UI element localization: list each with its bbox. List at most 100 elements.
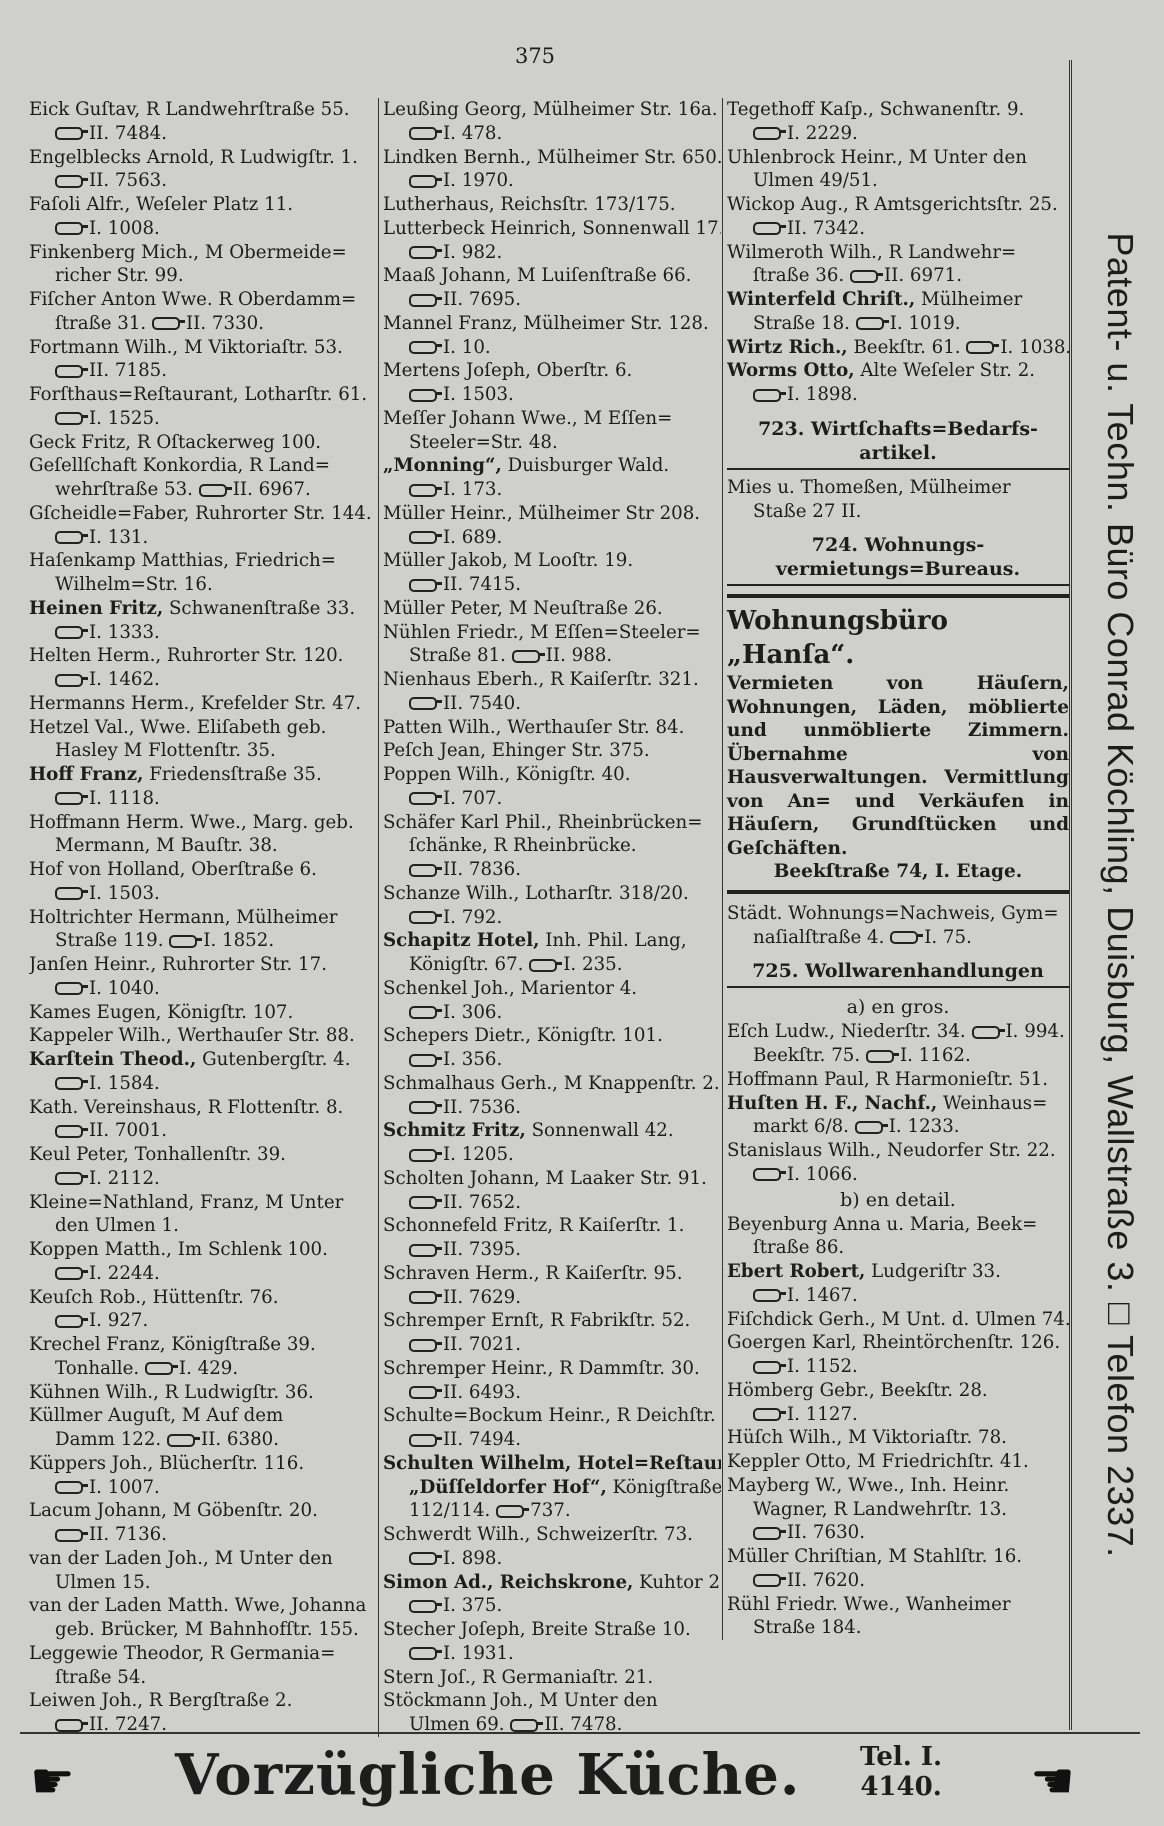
entry-text: Schwanenſtraße 33. (163, 597, 356, 619)
telephone-icon (409, 578, 442, 592)
phone-number: II. 7247. (89, 1714, 167, 1735)
telephone-icon (409, 531, 442, 544)
directory-line: „Monning“, Duisburger Wald. (383, 454, 721, 478)
telephone-icon (753, 222, 786, 236)
telephone-icon (55, 792, 88, 806)
directory-line: Geck Fritz, R Oſtackerweg 100. (29, 431, 371, 455)
entry-text: Janſen Heinr., Ruhrorter Str. 17. (29, 954, 327, 975)
directory-line: Küppers Joh., Blücherſtr. 116. (29, 1452, 371, 1476)
entry-text: Beekſtr. 75. (753, 1045, 861, 1066)
telephone-icon (55, 1718, 88, 1732)
entry-text: Scholten Johann, M Laaker Str. 91. (383, 1167, 707, 1189)
entry-text: Gſcheidle=Faber, Ruhrorter Str. 144. (29, 502, 371, 524)
entry-text: Stecher Joſeph, Breite Straße 10. (383, 1619, 691, 1640)
entry-text: Krechel Franz, Königſtraße 39. (29, 1334, 316, 1355)
directory-line: Nühlen Friedr., M Eſſen=Steeler= (383, 621, 721, 645)
telephone-icon (409, 1243, 442, 1257)
entry-text: naſialſtraße 4. (753, 926, 885, 948)
entry-text: Schenkel Joh., Marientor 4. (383, 977, 638, 999)
entry-name-bold: Worms Otto, (727, 360, 855, 382)
phone-number: II. 7021. (443, 1334, 521, 1355)
entry-text: van der Laden Matth. Wwe, Johanna (29, 1595, 367, 1617)
entry-text: Straße 184. (753, 1617, 862, 1639)
sidebar-ad-text: Patent- u. Techn. Büro Conrad Köchling, … (1099, 232, 1141, 1558)
directory-line: I. 10. (383, 336, 721, 360)
entry-text: Schremper Ernſt, R Fabrikſtr. 52. (383, 1310, 691, 1332)
directory-line: Straße 81. II. 988. (383, 644, 721, 668)
directory-line: Königſtr. 67. I. 235. (383, 953, 721, 977)
directory-line: Städt. Wohnungs=Nachweis, Gym= (727, 902, 1069, 926)
entry-text: Schäfer Karl Phil., Rheinbrücken= (383, 811, 703, 833)
telephone-icon (409, 1006, 442, 1019)
directory-line: Kappeler Wilh., Werthauſer Str. 88. (29, 1024, 371, 1048)
entry-text: Friedensſtraße 35. (143, 764, 322, 785)
phone-number: II. 7652. (443, 1191, 521, 1213)
directory-line: Beyenburg Anna u. Maria, Beek= (727, 1213, 1069, 1237)
section-724-heading: 724. Wohnungs- vermietungs=Bureaus. (727, 533, 1069, 587)
phone-number: I. 1118. (89, 787, 160, 809)
entries-723: Mies u. Thomeßen, Mülheimer Staße 27 II. (727, 476, 1069, 524)
directory-line: Mannel Franz, Mülheimer Str. 128. (383, 312, 721, 336)
entry-text: Mies u. Thomeßen, Mülheimer (727, 476, 1011, 498)
directory-line: Kühnen Wilh., R Ludwigſtr. 36. (29, 1381, 371, 1405)
entry-text: Ulmen 69. (409, 1714, 505, 1735)
phone-number: I. 1852. (203, 930, 275, 952)
directory-line: Hüſch Wilh., M Viktoriaſtr. 78. (727, 1426, 1069, 1450)
phone-number: I. 1019. (889, 312, 961, 334)
telephone-icon (753, 1289, 786, 1303)
entry-name-bold: Huſten H. F., Nachf., (727, 1092, 938, 1114)
entry-text: Fiſcher Anton Wwe. R Oberdamm= (29, 289, 357, 310)
directory-line: Schmalhaus Gerh., M Knappenſtr. 2. (383, 1072, 721, 1096)
phone-number: I. 1040. (89, 977, 160, 999)
entry-text: Alte Weſeler Str. 2. (854, 360, 1036, 382)
phone-number: II. 6971. (884, 265, 962, 287)
entry-name-bold: „Monning“, (383, 455, 502, 477)
telephone-icon (409, 341, 442, 354)
directory-line: I. 2112. (29, 1167, 371, 1191)
directory-line: Tonhalle. I. 429. (29, 1357, 371, 1381)
phone-number: I. 1462. (89, 669, 160, 690)
entry-text: Kames Eugen, Königſtr. 107. (29, 1001, 294, 1023)
telephone-icon (409, 1148, 442, 1162)
directory-line: ſtraße 86. (727, 1236, 1069, 1260)
tel-label: Tel. I. (860, 1742, 943, 1772)
phone-number: II. 7630. (787, 1522, 865, 1544)
entry-name-bold: Simon Ad., Reichskrone, (383, 1571, 634, 1593)
directory-line: Schanze Wilh., Lotharſtr. 318/20. (383, 882, 721, 906)
directory-line: Schonnefeld Fritz, R Kaiſerſtr. 1. (383, 1214, 721, 1238)
entry-text: Schraven Herm., R Kaiſerſtr. 95. (383, 1262, 683, 1284)
directory-line: Hoffmann Paul, R Harmonieſtr. 51. (727, 1068, 1069, 1092)
sidebar-advertisement: Patent- u. Techn. Büro Conrad Köchling, … (1069, 60, 1164, 1730)
directory-line: Scholten Johann, M Laaker Str. 91. (383, 1167, 721, 1191)
entry-text: Meſſer Johann Wwe., M Eſſen= (383, 407, 673, 429)
entry-text: Lacum Johann, M Göbenſtr. 20. (29, 1500, 318, 1522)
telephone-icon (169, 934, 203, 948)
telephone-icon (409, 388, 442, 402)
entry-name-bold: Schapitz Hotel, (383, 930, 540, 952)
telephone-icon (855, 317, 889, 331)
directory-line: wehrſtraße 53. II. 6967. (29, 478, 371, 502)
telephone-icon (753, 1574, 786, 1588)
telephone-icon (966, 341, 1000, 354)
directory-line: Ulmen 69. II. 7478. (383, 1713, 721, 1737)
entry-text: Nühlen Friedr., M Eſſen=Steeler= (383, 621, 701, 643)
telephone-icon (55, 1481, 88, 1494)
phone-number: II. 7001. (89, 1120, 167, 1142)
phone-number: II. 7695. (443, 289, 521, 310)
entry-text: Uhlenbrock Heinr., M Unter den (727, 146, 1027, 168)
entry-text: ſtraße 86. (753, 1237, 845, 1259)
directory-line: Schremper Heinr., R Dammſtr. 30. (383, 1357, 721, 1381)
entry-text: Finkenberg Mich., M Obermeide= (29, 241, 347, 263)
phone-number: II. 7494. (443, 1429, 521, 1450)
phone-number: 737. (530, 1500, 571, 1522)
directory-line: II. 7536. (383, 1096, 721, 1120)
entry-text: Hasley M Flottenſtr. 35. (55, 740, 276, 762)
directory-line: Patten Wilh., Werthauſer Str. 84. (383, 716, 721, 740)
directory-line: Hof von Holland, Oberſtraße 6. (29, 858, 371, 882)
directory-line: Kath. Vereinshaus, R Flottenſtr. 8. (29, 1096, 371, 1120)
directory-line: I. 1931. (383, 1642, 721, 1666)
entry-text: Schulte=Bockum Heinr., R Deichſtr. 45 (383, 1405, 721, 1427)
phone-number: I. 10. (443, 336, 491, 358)
entry-text: Leggewie Theodor, R Germania= (29, 1642, 336, 1664)
telephone-icon (55, 982, 88, 996)
